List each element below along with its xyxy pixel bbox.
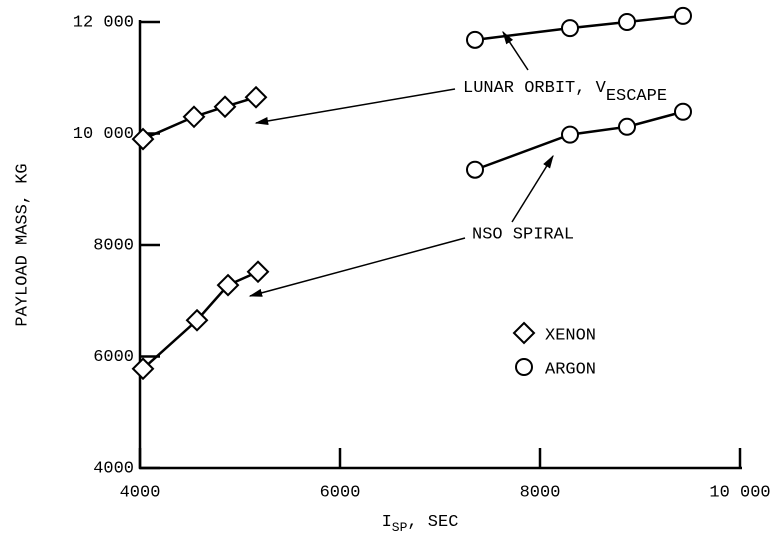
diamond-marker xyxy=(131,127,155,151)
x-label-rest: , SEC xyxy=(407,513,458,532)
annotation-main: LUNAR ORBIT, V xyxy=(463,79,607,98)
diamond-marker xyxy=(182,105,206,129)
x-axis-label: ISP, SEC xyxy=(382,513,459,535)
circle-marker xyxy=(466,30,484,49)
diamond-marker xyxy=(216,273,240,297)
fit-line xyxy=(142,96,257,141)
diamond-marker xyxy=(246,260,270,284)
diamond-marker xyxy=(131,357,155,381)
y-tick-label: 4000 xyxy=(93,459,134,478)
circle-marker xyxy=(674,6,692,25)
diamond-marker xyxy=(512,321,536,345)
circle-marker xyxy=(618,117,636,136)
x-tick-label: 8000 xyxy=(520,483,561,502)
diamond-marker xyxy=(185,308,209,332)
fit-line xyxy=(142,270,259,370)
y-tick-label: 12 000 xyxy=(73,13,134,32)
fit-line xyxy=(474,14,684,42)
circle-marker xyxy=(515,358,533,376)
y-tick-label: 6000 xyxy=(93,348,134,367)
arrows xyxy=(248,30,554,297)
circle-marker xyxy=(561,125,579,144)
fit-line xyxy=(474,110,684,171)
x-label-main: I xyxy=(382,513,392,532)
diamond-marker xyxy=(213,95,237,119)
circle-marker xyxy=(674,102,692,121)
diamond-marker xyxy=(244,85,268,109)
y-tick-label: 8000 xyxy=(93,236,134,255)
x-tick-label: 6000 xyxy=(320,483,361,502)
x-tick-label: 10 000 xyxy=(709,483,770,502)
x-label-sub: SP xyxy=(392,520,408,535)
annotation-sub: ESCAPE xyxy=(606,87,667,106)
y-tick-label: 10 000 xyxy=(73,125,134,144)
x-tick-label: 4000 xyxy=(120,483,161,502)
legend-label: XENON xyxy=(545,326,596,345)
annotation: LUNAR ORBIT, VESCAPE xyxy=(463,79,667,106)
circle-marker xyxy=(618,13,636,31)
circle-marker xyxy=(466,160,484,179)
annotation: NSO SPIRAL xyxy=(472,225,574,244)
legend-label: ARGON xyxy=(545,360,596,379)
circle-marker xyxy=(561,19,579,38)
y-axis-label: PAYLOAD MASS, KG xyxy=(13,163,32,326)
